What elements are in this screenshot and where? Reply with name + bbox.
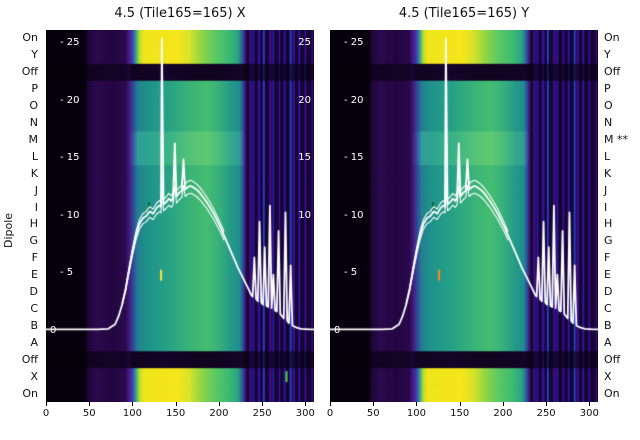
inner-y-tick-label: - 15	[344, 152, 364, 164]
x-tick-mark	[589, 402, 591, 406]
x-tick-mark	[459, 402, 461, 406]
left-panel-title: 4.5 (Tile165=165) X	[114, 6, 246, 21]
dipole-row-label: O	[29, 99, 38, 113]
inner-y-tick-label: 0	[334, 325, 341, 336]
x-tick-label: 250	[252, 408, 272, 419]
dipole-row-label: F	[604, 251, 611, 265]
dipole-row-label: Y	[31, 48, 38, 62]
dipole-row-label: On	[22, 31, 38, 45]
x-tick-mark	[416, 402, 418, 406]
x-tick-label: 100	[122, 408, 142, 419]
dipole-row-label: A	[604, 335, 612, 349]
x-tick-mark	[218, 402, 220, 406]
x-tick-mark	[373, 402, 375, 406]
dipole-row-label: L	[604, 149, 611, 163]
dipole-row-label: G	[29, 234, 38, 248]
dipole-row-label: E	[31, 268, 38, 282]
heatmap-canvas-x	[46, 30, 314, 402]
inner-y-tick-label: - 15	[60, 152, 80, 164]
dipole-row-label: P	[31, 82, 38, 96]
inner-y-tick-label: - 20	[60, 94, 80, 106]
x-axis-ticks-right: 0 50 100 150 200 250 300	[326, 402, 599, 424]
dipole-row-label: O	[604, 99, 613, 113]
inner-y-tick-label: - 25	[60, 37, 80, 48]
inner-y-tick-label: - 5	[344, 267, 358, 279]
dipole-row-labels-right: On Y Off P O N M ** L K J I H G F E D C B A Off X On	[602, 30, 640, 402]
x-tick-mark	[546, 402, 548, 406]
x-axis-ticks-left: 0 50 100 150 200 250 300	[42, 402, 315, 424]
x-tick-label: 200	[209, 408, 229, 419]
x-tick-label: 100	[406, 408, 426, 419]
dipole-row-label: K	[30, 166, 38, 180]
dipole-row-label: Off	[21, 65, 38, 79]
heatmap-panel-y: - 25 - 20 - 15 - 10 - 5 0	[330, 30, 598, 402]
right-panel-title: 4.5 (Tile165=165) Y	[398, 6, 530, 21]
x-tick-mark	[262, 402, 264, 406]
dipole-row-label: K	[604, 166, 612, 180]
dipole-row-label: B	[604, 318, 612, 332]
dipole-row-label: On	[604, 31, 620, 45]
x-tick-mark	[46, 402, 47, 406]
dipole-row-label: Off	[604, 352, 621, 366]
dipole-row-label: N	[604, 116, 613, 129]
dipole-row-label: J	[604, 183, 608, 197]
heatmap-canvas-y	[330, 30, 598, 402]
x-tick-label: 0	[326, 408, 334, 419]
dipole-row-label: D	[604, 285, 613, 299]
x-tick-mark	[330, 402, 331, 406]
dipole-row-label: J	[34, 183, 38, 197]
dipole-row-label: On	[604, 386, 620, 400]
dipole-row-label: G	[604, 234, 613, 248]
dipole-row-label: M **	[604, 132, 628, 146]
dipole-row-label: I	[34, 200, 38, 214]
inner-y-tick-label: - 5	[60, 267, 74, 279]
dipole-row-label: I	[604, 200, 608, 214]
dipole-row-label: E	[604, 268, 611, 282]
x-tick-mark	[132, 402, 134, 406]
inner-y-right-tick-label: 10	[298, 209, 311, 221]
dipole-row-label: B	[30, 318, 38, 332]
dipole-row-label: X	[30, 369, 38, 383]
x-tick-label: 50	[366, 408, 380, 419]
x-tick-label: 300	[295, 408, 315, 419]
dipole-row-label: D	[29, 285, 38, 299]
inner-y-right-tick-label: 25	[298, 37, 311, 48]
x-tick-label: 200	[493, 408, 513, 419]
dipole-row-label: C	[30, 302, 38, 315]
dipole-row-label: Off	[604, 65, 621, 79]
dipole-row-label: H	[604, 217, 613, 231]
dipole-row-label: P	[604, 82, 611, 96]
inner-y-tick-label: - 10	[60, 209, 80, 221]
x-tick-label: 300	[579, 408, 599, 419]
dipole-row-labels-left: On Y Off P O N M L K J I H G F E D C B A Off X On	[0, 30, 40, 402]
x-tick-label: 150	[166, 408, 186, 419]
dipole-row-label: N	[29, 116, 38, 129]
heatmap-panel-x: - 25 - 20 - 15 - 10 - 5 0 25 20 15 10	[46, 30, 314, 402]
inner-y-right-tick-label: 20	[298, 94, 311, 106]
dipole-row-label: L	[31, 149, 38, 163]
x-tick-label: 0	[42, 408, 50, 419]
x-tick-label: 150	[450, 408, 470, 419]
dipole-row-label: Y	[604, 48, 611, 62]
dipole-row-label: H	[29, 217, 38, 231]
dipole-row-label: M	[28, 132, 39, 146]
inner-y-tick-label: - 25	[344, 37, 364, 48]
dipole-row-label: C	[604, 302, 612, 315]
dipole-row-label: F	[31, 251, 38, 265]
x-tick-mark	[305, 402, 307, 406]
x-tick-mark	[89, 402, 91, 406]
dipole-row-label: X	[604, 369, 612, 383]
dipole-row-label: A	[30, 335, 38, 349]
inner-y-right-tick-label: 15	[298, 152, 311, 164]
inner-y-tick-label: 0	[50, 325, 57, 336]
x-tick-mark	[502, 402, 504, 406]
x-tick-label: 250	[536, 408, 556, 419]
inner-y-tick-label: - 10	[344, 209, 364, 221]
dipole-row-label: Off	[21, 352, 38, 366]
x-tick-mark	[175, 402, 177, 406]
dipole-row-label: On	[22, 386, 38, 400]
x-tick-label: 50	[82, 408, 96, 419]
inner-y-tick-label: - 20	[344, 94, 364, 106]
